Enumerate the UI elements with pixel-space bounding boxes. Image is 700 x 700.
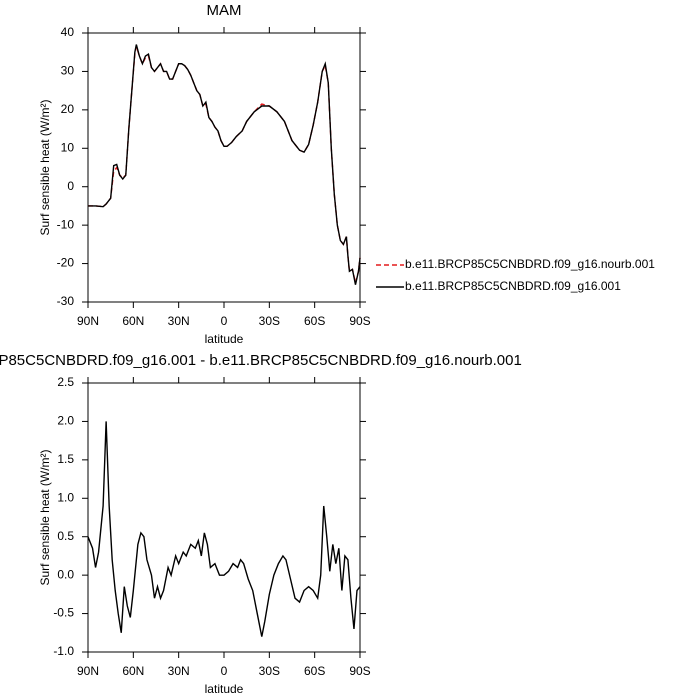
plot-frame bbox=[87, 382, 361, 653]
y-tick-label: -30 bbox=[57, 294, 75, 308]
x-tick-label: 90N bbox=[77, 664, 99, 678]
x-tick-label: 60S bbox=[304, 664, 325, 678]
y-tick-label: 0.0 bbox=[57, 567, 74, 581]
y-axis-label: Surf sensible heat (W/m²) bbox=[38, 99, 52, 235]
chart-title: MAM bbox=[207, 2, 242, 19]
y-tick-label: -20 bbox=[57, 256, 75, 270]
data-line bbox=[88, 44, 361, 285]
x-axis-label: latitude bbox=[205, 682, 244, 696]
y-tick-label: 30 bbox=[61, 64, 75, 78]
y-tick-label: 40 bbox=[61, 25, 75, 39]
y-tick-label: -10 bbox=[57, 217, 75, 231]
x-tick-label: 30N bbox=[168, 664, 190, 678]
y-tick-label: 20 bbox=[61, 102, 75, 116]
x-axis-label: latitude bbox=[205, 332, 244, 346]
y-axis-label: Surf sensible heat (W/m²) bbox=[38, 449, 52, 585]
y-tick-label: 2.0 bbox=[57, 414, 74, 428]
x-tick-label: 60N bbox=[122, 664, 144, 678]
legend-label: b.e11.BRCP85C5CNBDRD.f09_g16.nourb.001 bbox=[405, 257, 655, 271]
x-tick-label: 30S bbox=[259, 314, 280, 328]
x-tick-label: 0 bbox=[221, 664, 228, 678]
y-tick-label: 0.5 bbox=[57, 529, 74, 543]
y-tick-label: -1.0 bbox=[53, 644, 74, 658]
chart-title: b.e11.BRCP85C5CNBDRD.f09_g16.001 - b.e11… bbox=[0, 352, 522, 369]
y-tick-label: 10 bbox=[61, 140, 75, 154]
y-tick-label: 0 bbox=[67, 179, 74, 193]
x-tick-label: 90S bbox=[349, 314, 370, 328]
legend-label: b.e11.BRCP85C5CNBDRD.f09_g16.001 bbox=[405, 279, 621, 293]
x-tick-label: 0 bbox=[221, 314, 228, 328]
x-tick-label: 60N bbox=[122, 314, 144, 328]
y-tick-label: -0.5 bbox=[53, 606, 74, 620]
data-line bbox=[88, 46, 361, 283]
x-tick-label: 60S bbox=[304, 314, 325, 328]
x-tick-label: 90S bbox=[349, 664, 370, 678]
plot-frame bbox=[87, 32, 361, 303]
x-tick-label: 30S bbox=[259, 664, 280, 678]
data-line bbox=[87, 421, 361, 637]
x-tick-label: 30N bbox=[168, 314, 190, 328]
y-tick-label: 1.5 bbox=[57, 452, 74, 466]
y-tick-label: 1.0 bbox=[57, 490, 74, 504]
y-tick-label: 2.5 bbox=[57, 375, 74, 389]
x-tick-label: 90N bbox=[77, 314, 99, 328]
